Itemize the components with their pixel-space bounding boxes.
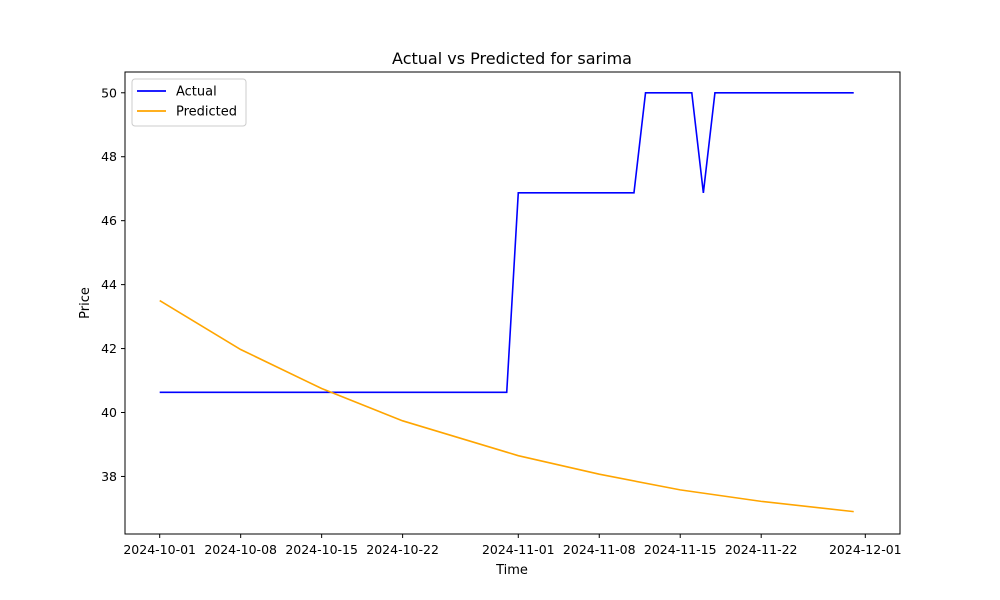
x-axis: 2024-10-01 2024-10-08 2024-10-15 2024-10-22… [123,534,902,557]
x-tick-label: 2024-11-22 [725,542,798,557]
y-tick-label: 40 [101,405,117,420]
legend-label-actual: Actual [176,85,217,100]
series-layer [159,91,854,513]
series-line-actual [159,91,854,394]
x-tick-label: 2024-11-15 [644,542,717,557]
x-tick-label: 2024-11-01 [482,542,555,557]
y-tick-label: 50 [101,85,117,100]
x-tick-label: 2024-12-01 [829,542,902,557]
x-tick-label: 2024-11-08 [563,542,636,557]
y-tick-label: 38 [101,469,117,484]
legend-label-predicted: Predicted [176,105,237,120]
x-tick-label: 2024-10-15 [285,542,358,557]
y-tick-label: 42 [101,341,117,356]
y-axis: 38 40 42 44 46 48 50 [101,85,125,484]
y-tick-label: 48 [101,149,117,164]
x-tick-label: 2024-10-22 [366,542,439,557]
y-tick-label: 44 [101,277,117,292]
x-tick-label: 2024-10-08 [204,542,277,557]
x-tick-label: 2024-10-01 [123,542,196,557]
series-line-predicted [159,299,854,513]
legend: Actual Predicted [131,78,247,127]
y-axis-label: Price [78,287,93,319]
chart-title: Actual vs Predicted for sarima [392,49,632,68]
x-axis-label: Time [495,563,528,578]
y-tick-label: 46 [101,213,117,228]
